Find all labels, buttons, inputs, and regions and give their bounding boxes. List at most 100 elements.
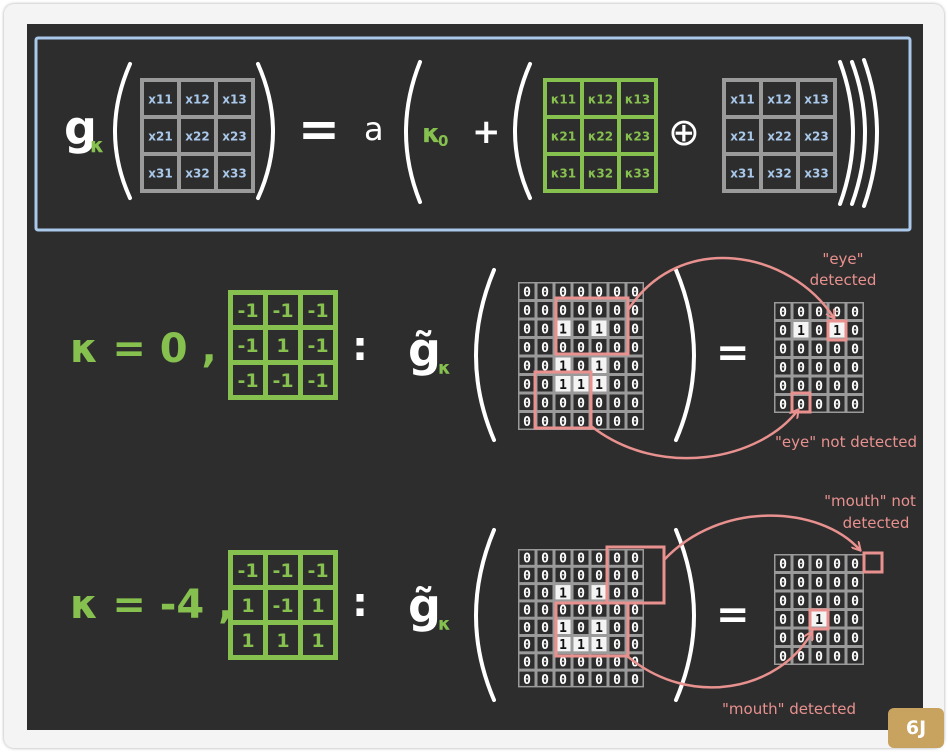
formula-kappa0-subscript: 0	[438, 132, 448, 150]
ex1-input-cell	[609, 357, 625, 373]
ex1-input-value: 0	[613, 322, 621, 337]
ex1-output-cell	[847, 340, 863, 356]
ex1-output-value: 0	[797, 342, 805, 357]
ex1-input-value: 0	[577, 341, 585, 356]
ex1-output-frame	[774, 302, 864, 413]
ex2-input-cell	[609, 567, 625, 583]
ex1-input-value: 0	[523, 415, 531, 430]
ex2-output-cell	[829, 555, 845, 571]
ex2-out-hit	[808, 608, 830, 631]
ex1-input-cell	[519, 376, 535, 392]
kappa-cell	[584, 156, 617, 189]
ex2-output-cell	[775, 574, 791, 590]
kappa-label: κ13	[625, 93, 650, 107]
ex2-input-value: 0	[523, 673, 531, 688]
ex2-input-cell	[555, 637, 571, 652]
ex2-input-value: 0	[577, 621, 585, 636]
paren-left-3	[513, 62, 532, 200]
ex1-equals: =	[716, 330, 750, 376]
ex1-input-cell	[555, 283, 571, 299]
ex1-output-value: 0	[797, 398, 805, 413]
ex1-input-value: 0	[541, 359, 549, 374]
ex2-output-cell	[847, 555, 863, 571]
ex1-output-value: 0	[779, 361, 787, 376]
ex2-input-value: 0	[559, 552, 567, 567]
ex1-input-cell	[555, 394, 571, 410]
ex2-input-value: 0	[541, 638, 549, 653]
x-right-cell	[763, 156, 796, 189]
ex1-output-cell	[811, 396, 827, 412]
x-left-label: x31	[148, 167, 172, 181]
ex1-kernel-value: -1	[272, 370, 293, 392]
ex2-mouth-region	[554, 601, 630, 658]
ex2-input-value: 0	[595, 552, 603, 567]
ex1-output-value: 0	[779, 398, 787, 413]
ex2-output-cell	[829, 592, 845, 608]
kappa-cell	[584, 82, 617, 115]
ex2-note-not-detected-1: "mouth" not	[824, 492, 916, 510]
ex2-kernel-value: 1	[241, 630, 254, 652]
ex2-input-value: 0	[559, 655, 567, 670]
ex1-out-hit	[826, 319, 848, 342]
ex1-input-cell	[609, 320, 625, 336]
ex2-input-cell	[591, 619, 607, 634]
ex1-input-value: 0	[631, 322, 639, 337]
ex2-input-value: 1	[559, 638, 567, 653]
ex1-output-value: 0	[833, 305, 841, 320]
ex2-input-value: 0	[523, 621, 531, 636]
ex1-input-cell	[573, 413, 589, 429]
ex2-input-value: 0	[613, 604, 621, 619]
ex2-input-value: 0	[559, 604, 567, 619]
ex2-input-cell	[627, 567, 643, 583]
formula-kappa0: κ	[422, 119, 440, 149]
ex2-output-value: 0	[815, 631, 823, 646]
ex1-input-value: 1	[577, 378, 585, 393]
ex1-output-value: 0	[797, 379, 805, 394]
x-right-cell	[726, 82, 759, 115]
ex2-input-cell	[519, 671, 535, 686]
ex1-input-grid: 0 0 0 0 0 0 00 0 0 0 0 0 00 0 1 0 1 0 00 0 0 0 0 0 00 0 1 0 1 0 00 0 1 1 1…	[518, 282, 644, 430]
ex1-kernel-value: 1	[276, 335, 289, 357]
ex2-input-value: 1	[595, 586, 603, 601]
ex2-input-value: 0	[613, 569, 621, 584]
ex2-input-cell	[573, 602, 589, 617]
ex1-output-value: 1	[833, 324, 841, 339]
ex2-output-cell	[847, 592, 863, 608]
ex2-kernel-value: -1	[237, 560, 258, 582]
ex1-note-not-detected: "eye" not detected	[775, 433, 917, 451]
ex2-output-value: 0	[797, 613, 805, 628]
ex1-input-cell	[591, 394, 607, 410]
paren-right-1	[256, 62, 275, 200]
ex2-output-cell	[775, 611, 791, 627]
ex1-output-cell	[775, 359, 791, 375]
ex2-kernel-cell	[233, 555, 263, 585]
ex1-input-value: 0	[613, 341, 621, 356]
ex1-input-cell	[573, 339, 589, 355]
ex2-input-value: 0	[631, 621, 639, 636]
ex1-output-cell	[829, 377, 845, 393]
ex1-output-value: 0	[851, 342, 859, 357]
ex1-input-value: 0	[631, 378, 639, 393]
ex2-input-value: 0	[541, 569, 549, 584]
ex1-kernel-cell	[233, 330, 263, 360]
ex2-output-grid: 0 0 0 0 00 0 0 0 00 0 0 0 00 0 1 0 00 0 0 0 00 0 0 0 0	[774, 554, 864, 665]
ex2-input-value: 0	[577, 586, 585, 601]
ex2-note-not-detected-2: detected	[843, 514, 910, 532]
ex1-input-value: 0	[613, 359, 621, 374]
x-left-cell	[144, 119, 177, 152]
formula-box	[34, 36, 912, 232]
ex2-g-tilde: g̃	[408, 579, 441, 633]
ex2-paren-left	[474, 528, 496, 702]
ex2-input-cell	[591, 671, 607, 686]
ex1-output-cell	[775, 396, 791, 412]
ex2-output-value: 0	[779, 594, 787, 609]
ex2-input-cell	[519, 602, 535, 617]
ex1-input-cell	[609, 394, 625, 410]
x-left-label: x21	[148, 130, 172, 144]
ex2-output-cell	[847, 648, 863, 664]
ex2-input-value: 0	[613, 673, 621, 688]
x-right-label: x23	[804, 130, 828, 144]
ex1-input-value: 0	[613, 396, 621, 411]
ex2-input-value: 0	[577, 655, 585, 670]
ex2-output-cell	[793, 555, 809, 571]
